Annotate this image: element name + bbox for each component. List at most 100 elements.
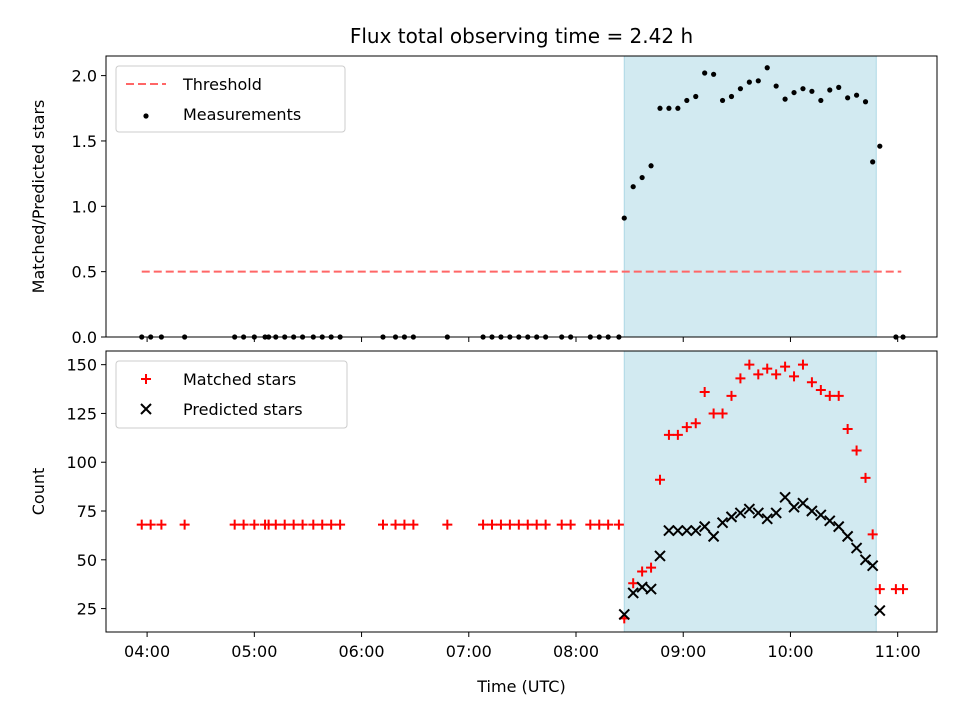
matched-star-marker	[655, 474, 665, 485]
predicted-star-marker	[663, 524, 675, 537]
matched-star-marker	[513, 519, 524, 530]
predicted-star-marker	[681, 524, 693, 537]
matched-star-marker	[326, 519, 337, 530]
x-tick-label: 10:00	[767, 642, 813, 661]
measurement-point	[657, 105, 663, 111]
matched-star-marker	[378, 519, 388, 530]
predicted-star-marker	[654, 550, 666, 562]
matched-star-marker	[690, 418, 701, 429]
matched-star-marker	[762, 363, 773, 374]
y-tick-label: 0.5	[72, 263, 97, 282]
matched-star-marker	[672, 429, 683, 440]
measurement-point	[675, 105, 681, 111]
legend-measurement-swatch	[143, 113, 149, 119]
matched-star-marker	[522, 519, 533, 530]
predicted-star-marker	[636, 581, 648, 593]
x-axis-label: Time (UTC)	[476, 677, 565, 696]
measurement-point	[684, 97, 690, 104]
predicted-star-marker	[788, 501, 800, 513]
legend-label: Measurements	[183, 105, 301, 124]
top-panel: 0.0 0.5 1.0 1.5 2.0 Matched/Predicted stars Fl…	[29, 24, 938, 347]
matched-star-marker	[179, 519, 190, 530]
matched-star-marker	[744, 359, 755, 370]
predicted-star-marker	[779, 491, 791, 504]
matched-star-marker	[824, 390, 835, 401]
matched-star-marker	[753, 369, 764, 380]
measurement-point	[621, 215, 627, 221]
y-tick-label: 0.0	[72, 328, 97, 347]
predicted-star-marker	[866, 559, 879, 572]
x-tick-label: 04:00	[124, 642, 170, 661]
measurement-point	[648, 163, 654, 169]
matched-star-marker	[487, 519, 498, 530]
legend-box	[115, 65, 346, 133]
predicted-star-marker	[645, 583, 657, 595]
x-tick-label: 09:00	[660, 642, 706, 661]
x-tick-label: 08:00	[553, 642, 599, 661]
matched-star-marker	[279, 519, 290, 530]
matched-star-marker	[833, 390, 844, 401]
matched-star-marker	[399, 519, 410, 530]
observing-window-span	[623, 350, 877, 633]
y-tick-label: 150	[66, 356, 97, 375]
predicted-star-marker	[770, 507, 782, 519]
predicted-star-marker	[698, 520, 711, 533]
matched-star-marker	[335, 519, 346, 530]
legend-box	[115, 360, 348, 429]
matched-star-marker	[646, 562, 657, 573]
legend-label: Matched stars	[183, 370, 296, 389]
matched-star-marker	[867, 529, 878, 540]
measurement-point	[845, 95, 851, 101]
measurement-point	[791, 89, 797, 96]
matched-star-marker	[681, 422, 692, 433]
measurement-point	[877, 143, 883, 149]
measurement-point	[836, 84, 842, 90]
y-tick-label: 25	[77, 600, 97, 619]
matched-star-marker	[637, 566, 648, 577]
y-tick-label: 125	[66, 404, 97, 423]
predicted-star-marker	[707, 530, 720, 543]
predicted-star-marker	[672, 524, 684, 537]
measurement-point	[862, 99, 869, 105]
matched-star-marker	[288, 519, 299, 530]
matched-star-marker	[771, 369, 782, 380]
matched-star-marker	[789, 371, 800, 382]
measurement-point	[818, 97, 824, 104]
x-tick-label: 07:00	[446, 642, 492, 661]
measurement-point	[630, 184, 636, 190]
predicted-star-marker	[833, 520, 845, 533]
measurement-point	[737, 86, 744, 92]
measurement-point	[666, 105, 672, 111]
matched-star-marker	[699, 386, 710, 397]
matched-star-marker	[495, 519, 506, 530]
axes-frame	[105, 350, 938, 633]
predicted-star-marker	[627, 587, 639, 599]
matched-star-marker	[815, 385, 826, 396]
matched-star-marker	[594, 519, 605, 530]
matched-star-marker	[613, 519, 624, 530]
measurement-point	[870, 159, 876, 165]
x-tick-label: 11:00	[875, 642, 921, 661]
legend-label: Threshold	[182, 75, 262, 94]
matched-star-marker	[408, 519, 419, 530]
predicted-star-marker	[797, 497, 809, 509]
y-tick-label: 75	[77, 502, 97, 521]
measurement-point	[639, 174, 645, 181]
measurement-point	[693, 93, 699, 100]
matched-star-marker	[874, 584, 885, 595]
matched-star-marker	[842, 424, 853, 435]
matched-star-marker	[478, 519, 489, 530]
legend: Matched stars Predicted stars	[115, 360, 348, 429]
predicted-star-marker	[690, 524, 702, 537]
predicted-star-marker	[725, 511, 738, 523]
measurement-point	[853, 92, 860, 98]
predicted-star-marker	[850, 542, 863, 554]
matched-star-marker	[270, 519, 281, 530]
matched-star-marker	[308, 519, 319, 530]
measurement-point	[773, 83, 779, 89]
matched-star-marker	[317, 519, 328, 530]
measurement-point	[755, 78, 761, 84]
matched-star-marker	[442, 519, 453, 530]
matched-star-marker	[136, 519, 147, 530]
